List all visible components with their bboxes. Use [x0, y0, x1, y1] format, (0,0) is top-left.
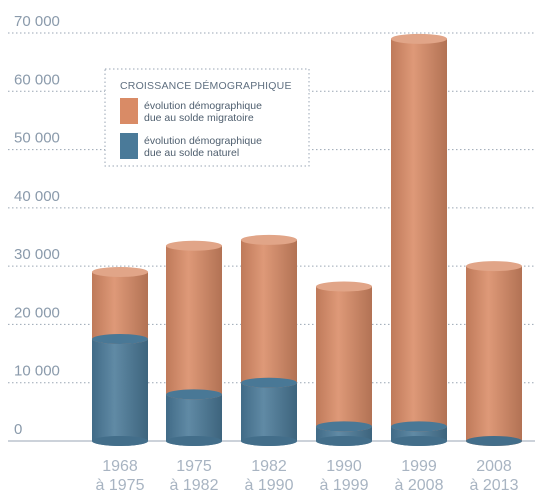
bar-seam	[166, 389, 222, 400]
x-tick-label: à 1982	[170, 477, 219, 490]
bar-segment-migratoire	[316, 286, 372, 427]
y-tick-label: 40 000	[14, 188, 60, 205]
bars-layer	[92, 33, 522, 446]
y-tick-label: 0	[14, 421, 22, 438]
legend-label: évolution démographique	[144, 135, 262, 147]
legend-label: due au solde naturel	[144, 147, 239, 159]
bar-seam	[241, 377, 297, 388]
x-tick-label: à 2008	[395, 477, 444, 490]
x-tick-label: 1968	[102, 458, 138, 475]
bar-segment-naturel	[92, 339, 148, 441]
bar-seam	[92, 334, 148, 344]
bar-cap	[166, 240, 222, 251]
x-tick-label: à 1975	[96, 477, 145, 490]
legend-label: évolution démographique	[144, 100, 262, 112]
bar-seam	[391, 421, 447, 432]
y-tick-label: 10 000	[14, 363, 60, 380]
legend-swatch	[120, 133, 138, 159]
bar-cap	[391, 33, 447, 44]
bar-segment-naturel	[241, 382, 297, 441]
legend: CROISSANCE DÉMOGRAPHIQUE évolution démogr…	[104, 68, 310, 167]
x-tick-label: à 1990	[245, 477, 294, 490]
bar-0	[92, 266, 148, 446]
bar-5	[466, 261, 522, 446]
bar-cap	[241, 234, 297, 245]
x-tick-label: à 2013	[470, 477, 519, 490]
bar-bottom	[166, 436, 222, 446]
bar-seam	[316, 421, 372, 432]
bar-segment-migratoire	[391, 38, 447, 427]
bar-segment-migratoire	[166, 245, 222, 395]
x-tick-label: 1975	[176, 458, 212, 475]
bar-cap	[466, 261, 522, 272]
bar-bottom	[391, 436, 447, 446]
y-tick-label: 20 000	[14, 304, 60, 321]
legend-label: due au solde migratoire	[144, 112, 254, 124]
bar-bottom	[466, 436, 522, 446]
bar-segment-migratoire	[466, 266, 522, 441]
x-tick-label: 1982	[251, 458, 287, 475]
bar-1	[166, 240, 222, 446]
x-tick-label: 2008	[476, 458, 512, 475]
bar-4	[391, 33, 447, 446]
x-tick-label: 1990	[326, 458, 362, 475]
y-tick-label: 30 000	[14, 246, 60, 263]
bar-cap	[316, 281, 372, 292]
bar-bottom	[241, 436, 297, 446]
bar-3	[316, 281, 372, 446]
bar-segment-migratoire	[241, 239, 297, 383]
bar-bottom	[92, 436, 148, 446]
x-tick-label: à 1999	[320, 477, 369, 490]
legend-box	[104, 68, 310, 167]
bar-2	[241, 234, 297, 446]
y-tick-label: 70 000	[14, 13, 60, 30]
y-tick-label: 60 000	[14, 71, 60, 88]
x-tick-label: 1999	[401, 458, 437, 475]
bar-bottom	[316, 436, 372, 446]
bar-cap	[92, 266, 148, 277]
bar-segment-naturel	[166, 394, 222, 441]
y-tick-label: 50 000	[14, 130, 60, 147]
legend-swatch	[120, 98, 138, 124]
grid-layer: 0 10 000 20 000 30 000 40 000 50 000 60 000 70 …	[8, 13, 535, 442]
bar-segment-migratoire	[92, 271, 148, 339]
x-labels-layer: 1968 à 1975 1975 à 1982 1982 à 1990 1990 à 1999…	[96, 458, 519, 494]
legend-title: CROISSANCE DÉMOGRAPHIQUE	[120, 79, 292, 92]
